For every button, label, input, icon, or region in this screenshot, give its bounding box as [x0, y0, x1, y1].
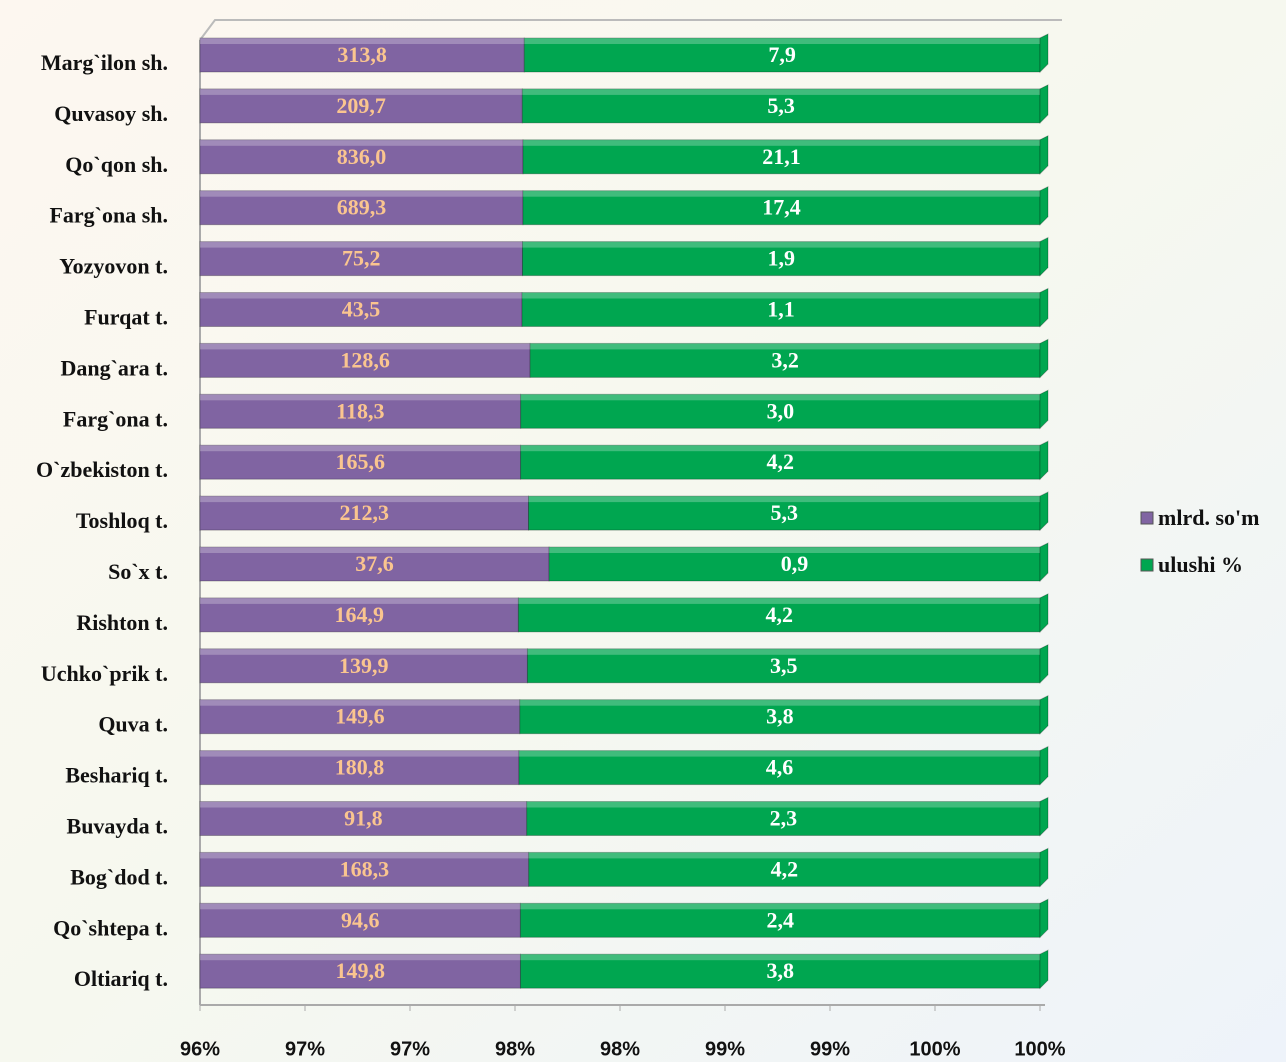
legend-label: ulushi % — [1158, 552, 1243, 577]
category-label: Qo`shtepa t. — [53, 915, 168, 940]
data-label: 3,2 — [771, 347, 799, 372]
category-label: Quvasoy sh. — [54, 101, 168, 126]
x-tick-label: 97% — [390, 1038, 430, 1060]
data-label: 5,3 — [771, 500, 799, 525]
data-label: 91,8 — [344, 806, 383, 831]
chart: 96% 97% 97% 98% 98% 99% 99% 100% 100% Marg`ilon s… — [0, 0, 1286, 1062]
data-label: 836,0 — [337, 144, 387, 169]
x-tick-label: 99% — [810, 1038, 850, 1060]
data-label: 0,9 — [781, 551, 809, 576]
category-label: Buvayda t. — [67, 814, 168, 839]
data-label: 2,3 — [770, 806, 798, 831]
data-label: 128,6 — [340, 347, 390, 372]
data-label: 3,8 — [766, 958, 794, 983]
x-tick-label: 99% — [705, 1038, 745, 1060]
data-label: 21,1 — [762, 144, 801, 169]
data-label: 168,3 — [340, 856, 390, 881]
category-label: Marg`ilon sh. — [41, 50, 168, 75]
category-label: So`x t. — [108, 559, 168, 584]
data-label: 7,9 — [768, 42, 796, 67]
category-label: Furqat t. — [84, 305, 168, 330]
legend-label: mlrd. so'm — [1158, 505, 1259, 530]
data-label: 3,8 — [766, 704, 794, 729]
legend-swatch — [1141, 512, 1153, 524]
x-tick-label: 98% — [495, 1038, 535, 1060]
data-label: 313,8 — [337, 42, 387, 67]
data-label: 149,8 — [335, 958, 385, 983]
x-tick-label: 96% — [180, 1038, 220, 1060]
data-label: 139,9 — [339, 653, 389, 678]
category-label: Qo`qon sh. — [65, 152, 168, 177]
data-label: 180,8 — [335, 755, 385, 780]
category-label: Quva t. — [98, 712, 168, 737]
data-label: 3,0 — [767, 398, 795, 423]
data-label: 4,2 — [767, 449, 795, 474]
data-label: 43,5 — [342, 297, 381, 322]
data-label: 4,2 — [771, 856, 799, 881]
data-label: 94,6 — [341, 907, 380, 932]
category-label: Uchko`prik t. — [41, 661, 168, 686]
data-label: 1,1 — [767, 297, 795, 322]
category-label: Dang`ara t. — [60, 355, 168, 380]
category-label: Farg`ona sh. — [49, 203, 168, 228]
data-label: 4,6 — [766, 755, 794, 780]
data-label: 689,3 — [337, 195, 387, 220]
x-tick-label: 100% — [1014, 1038, 1065, 1060]
data-label: 5,3 — [767, 93, 795, 118]
x-tick-label: 97% — [285, 1038, 325, 1060]
category-label: O`zbekiston t. — [36, 457, 168, 482]
category-label: Farg`ona t. — [63, 406, 168, 431]
data-label: 209,7 — [336, 93, 386, 118]
data-label: 118,3 — [336, 398, 384, 423]
data-label: 17,4 — [762, 195, 801, 220]
data-label: 164,9 — [334, 602, 384, 627]
data-label: 75,2 — [342, 246, 381, 271]
x-tick-label: 100% — [909, 1038, 960, 1060]
data-label: 1,9 — [767, 246, 795, 271]
x-tick-label: 98% — [600, 1038, 640, 1060]
data-label: 37,6 — [355, 551, 394, 576]
data-label: 4,2 — [765, 602, 793, 627]
data-label: 165,6 — [336, 449, 386, 474]
data-label: 2,4 — [766, 907, 794, 932]
category-label: Beshariq t. — [65, 763, 168, 788]
category-label: Toshloq t. — [76, 508, 168, 533]
category-label: Rishton t. — [76, 610, 168, 635]
data-label: 149,6 — [335, 704, 385, 729]
category-label: Oltiariq t. — [74, 966, 168, 991]
category-label: Bog`dod t. — [70, 864, 168, 889]
category-label: Yozyovon t. — [59, 254, 168, 279]
legend-swatch — [1141, 559, 1153, 571]
data-label: 212,3 — [340, 500, 390, 525]
data-label: 3,5 — [770, 653, 798, 678]
